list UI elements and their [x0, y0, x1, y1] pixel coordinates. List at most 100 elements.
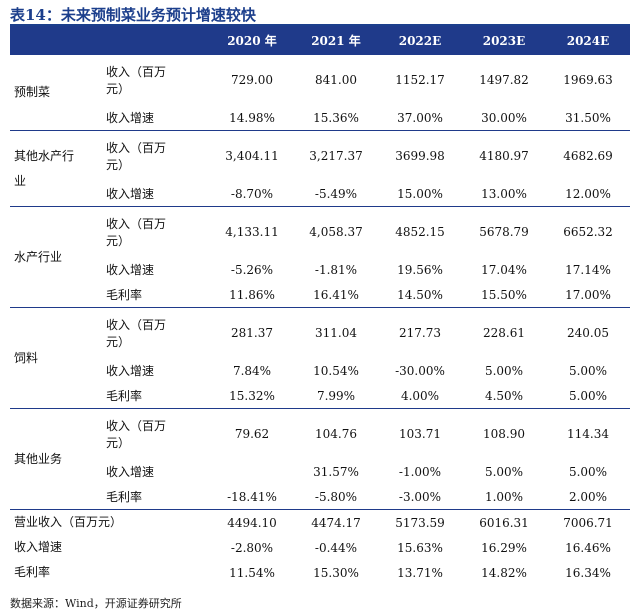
source-note: 数据来源：Wind，开源证券研究所: [10, 597, 182, 610]
title-underline: [10, 24, 630, 26]
value-cell: -18.41%: [227, 489, 277, 504]
header-cell: 2022E: [378, 26, 462, 55]
table-row: 元）: [10, 232, 630, 257]
header-cell: [10, 26, 100, 55]
value-cell: 15.30%: [313, 565, 359, 580]
metric-label: 收入增速: [106, 364, 155, 378]
value-cell: 13.71%: [397, 565, 443, 580]
value-cell: -30.00%: [395, 363, 445, 378]
metric-label: 元）: [106, 82, 131, 96]
value-cell: 281.37: [210, 307, 294, 358]
value-cell: 11.54%: [229, 565, 275, 580]
value-cell: 729.00: [231, 73, 273, 87]
value-cell: 5.00%: [484, 464, 524, 479]
value-cell: 240.05: [546, 307, 630, 358]
value-cell: 30.00%: [481, 110, 527, 125]
value-cell: 19.56%: [397, 262, 443, 277]
table-row: 收入增速 14.98% 15.36% 37.00% 30.00% 31.50%: [10, 105, 630, 131]
value-cell: -5.80%: [314, 489, 358, 504]
value-cell: 15.00%: [397, 186, 443, 201]
category-label: 水产行业: [10, 206, 100, 308]
value-cell: 4494.10: [210, 509, 294, 535]
value-cell: 12.00%: [565, 186, 611, 201]
category-label-line2: 业: [14, 173, 27, 188]
value-cell: 16.41%: [313, 287, 359, 302]
value-cell: -8.70%: [230, 186, 274, 201]
table-row: 毛利率 -18.41% -5.80% -3.00% 1.00% 2.00%: [10, 484, 630, 510]
value-cell: 17.14%: [565, 262, 611, 277]
value-cell: 15.36%: [313, 110, 359, 125]
table-row: 收入增速 -5.26% -1.81% 19.56% 17.04% 17.14%: [10, 257, 630, 282]
table-row: 预制菜 收入（百万 729.00 841.00 1152.17 1497.82 …: [10, 55, 630, 99]
value-cell: 13.00%: [481, 186, 527, 201]
metric-label: 元）: [106, 436, 131, 450]
value-cell: 1152.17: [395, 73, 445, 87]
value-cell: -5.49%: [314, 186, 358, 201]
value-cell: 7006.71: [546, 509, 630, 535]
value-cell: 16.29%: [481, 540, 527, 555]
category-label: 其他水产行业: [10, 130, 100, 207]
metric-label: 收入（百万: [100, 307, 210, 333]
value-cell: [210, 459, 294, 484]
category-label-line1: 其他水产行: [14, 148, 75, 163]
value-cell: 17.00%: [565, 287, 611, 302]
value-cell: 5.00%: [568, 363, 608, 378]
metric-label: 元）: [106, 335, 131, 349]
metric-label: 收入增速: [106, 111, 155, 125]
value-cell: -5.26%: [230, 262, 274, 277]
total-label: 营业收入（百万元）: [10, 509, 210, 535]
value-cell: 17.04%: [481, 262, 527, 277]
table-row: 其他业务 收入（百万 79.62 104.76 103.71 108.90 11…: [10, 408, 630, 510]
value-cell: 4180.97: [462, 130, 546, 181]
value-cell: 114.34: [546, 408, 630, 459]
table-row: 收入增速 -8.70% -5.49% 15.00% 13.00% 12.00%: [10, 181, 630, 207]
metric-label: 收入增速: [106, 263, 155, 277]
value-cell: -0.44%: [314, 540, 358, 555]
value-cell: 15.50%: [481, 287, 527, 302]
table-row: 元）: [10, 80, 630, 105]
value-cell: 79.62: [210, 408, 294, 459]
value-cell: 217.73: [378, 307, 462, 358]
metric-label: 收入（百万: [106, 65, 167, 79]
value-cell: 1.00%: [484, 489, 524, 504]
metric-label: 收入增速: [106, 187, 155, 201]
table-row: 其他水产行业 收入（百万 3,404.11 3,217.37 3699.98 4…: [10, 130, 630, 207]
value-cell: 1969.63: [563, 73, 613, 87]
value-cell: 14.82%: [481, 565, 527, 580]
metric-label: 毛利率: [106, 389, 143, 403]
value-cell: 31.50%: [565, 110, 611, 125]
value-cell: 6652.32: [546, 206, 630, 257]
value-cell: 4.50%: [484, 388, 524, 403]
value-cell: 4,058.37: [294, 206, 378, 257]
category-label: 其他业务: [10, 408, 100, 510]
value-cell: 104.76: [294, 408, 378, 459]
table-row: 毛利率 11.54% 15.30% 13.71% 14.82% 16.34%: [10, 560, 630, 585]
table-row: 收入增速 31.57% -1.00% 5.00% 5.00%: [10, 459, 630, 484]
value-cell: 7.84%: [232, 363, 272, 378]
table-row: 收入增速 7.84% 10.54% -30.00% 5.00% 5.00%: [10, 358, 630, 383]
metric-label: 收入增速: [106, 465, 155, 479]
total-label: 收入增速: [14, 540, 63, 554]
value-cell: 5.00%: [484, 363, 524, 378]
value-cell: 2.00%: [568, 489, 608, 504]
value-cell: 5678.79: [462, 206, 546, 257]
value-cell: 7.99%: [316, 388, 356, 403]
table-row: 毛利率 15.32% 7.99% 4.00% 4.50% 5.00%: [10, 383, 630, 409]
value-cell: -2.80%: [230, 540, 274, 555]
metric-label: 收入（百万: [100, 206, 210, 232]
total-label: 毛利率: [14, 565, 51, 579]
metric-label: 收入（百万: [100, 130, 210, 156]
header-row: 2020 年 2021 年 2022E 2023E 2024E: [10, 26, 630, 55]
value-cell: 3699.98: [378, 130, 462, 181]
table-row: 毛利率 11.86% 16.41% 14.50% 15.50% 17.00%: [10, 282, 630, 308]
value-cell: 4682.69: [546, 130, 630, 181]
metric-label: 元）: [106, 158, 131, 172]
value-cell: 841.00: [315, 73, 357, 87]
value-cell: 37.00%: [397, 110, 443, 125]
value-cell: 4,133.11: [210, 206, 294, 257]
forecast-table: 2020 年 2021 年 2022E 2023E 2024E 预制菜 收入（百…: [10, 26, 630, 585]
value-cell: 103.71: [378, 408, 462, 459]
table-row: 营业收入（百万元） 4494.10 4474.17 5173.59 6016.3…: [10, 509, 630, 535]
value-cell: 311.04: [294, 307, 378, 358]
table-row: 饲料 收入（百万 281.37 311.04 217.73 228.61 240…: [10, 307, 630, 409]
